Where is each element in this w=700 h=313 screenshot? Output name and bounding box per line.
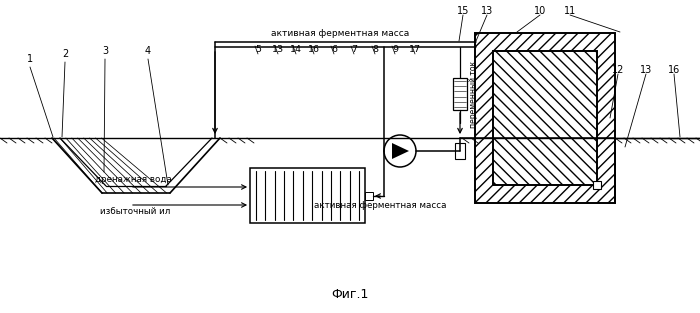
Bar <box>493 51 597 185</box>
Bar <box>455 143 465 159</box>
Text: 13: 13 <box>272 45 284 54</box>
Text: 11: 11 <box>564 6 576 16</box>
Text: 13: 13 <box>481 6 493 16</box>
Text: 4: 4 <box>145 46 151 56</box>
Text: Фиг.1: Фиг.1 <box>331 289 369 301</box>
Text: 16: 16 <box>668 65 680 75</box>
Bar <box>493 51 597 185</box>
Text: 16: 16 <box>308 45 320 54</box>
Text: активная ферментная масса: активная ферментная масса <box>314 202 447 211</box>
Text: дренажная вода: дренажная вода <box>95 176 172 184</box>
Text: активная ферментная масса: активная ферментная масса <box>271 29 409 38</box>
Bar <box>593 181 601 189</box>
Text: 7: 7 <box>351 45 357 54</box>
Bar <box>365 192 373 200</box>
Text: 15: 15 <box>457 6 469 16</box>
Text: переменный ток: переменный ток <box>470 60 479 128</box>
Text: 13: 13 <box>640 65 652 75</box>
Text: 6: 6 <box>331 45 337 54</box>
Bar <box>475 33 615 203</box>
Bar <box>250 168 365 223</box>
Polygon shape <box>392 143 409 159</box>
Text: 3: 3 <box>102 46 108 56</box>
Text: 2: 2 <box>62 49 68 59</box>
Text: 9: 9 <box>392 45 398 54</box>
Bar <box>453 78 467 110</box>
Text: 17: 17 <box>409 45 421 54</box>
Bar <box>475 33 615 203</box>
Text: 10: 10 <box>534 6 546 16</box>
Text: 1: 1 <box>27 54 33 64</box>
Text: 14: 14 <box>290 45 302 54</box>
Text: 8: 8 <box>372 45 378 54</box>
Text: 12: 12 <box>612 65 624 75</box>
Text: избыточный ил: избыточный ил <box>100 208 170 217</box>
Text: 5: 5 <box>255 45 261 54</box>
